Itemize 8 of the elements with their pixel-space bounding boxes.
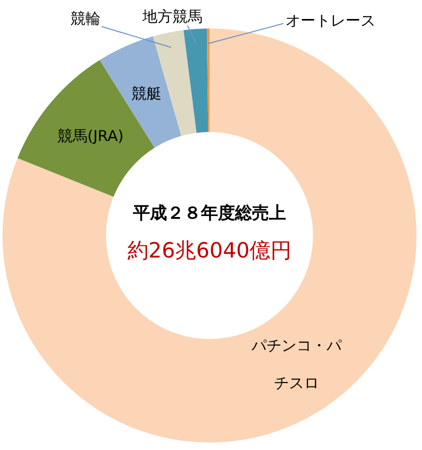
text: 平成２８年度総売上 xyxy=(132,204,286,224)
slice-label: 競艇 xyxy=(132,84,162,103)
slice-label: オートレース xyxy=(286,12,376,30)
slice-label: 地方競馬 xyxy=(142,8,202,26)
slice-label: 競馬(JRA) xyxy=(57,126,124,145)
slice-label: 競輪 xyxy=(70,10,100,28)
category-label: パチンコ・パチスロ xyxy=(251,336,342,392)
text: 約26兆6040億円 xyxy=(127,238,292,262)
